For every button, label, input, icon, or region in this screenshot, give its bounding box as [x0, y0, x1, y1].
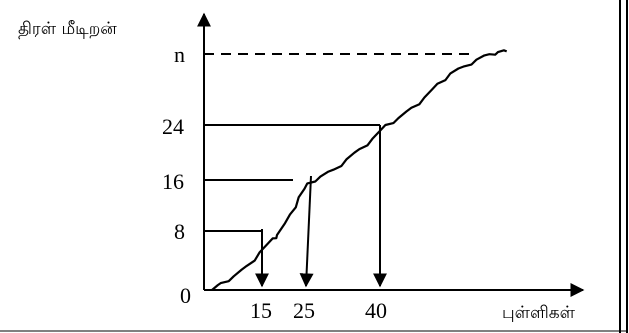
x-tick-label-40: 40	[365, 298, 387, 323]
y-tick-label-24: 24	[162, 114, 184, 139]
cumulative-frequency-curve	[211, 49, 508, 291]
y-tick-label-8: 8	[174, 219, 185, 244]
y-axis-label: திரள் மீடிறன்	[18, 19, 117, 39]
y-tick-label-n: n	[174, 42, 185, 67]
x-axis-label: புள்ளிகள்	[502, 303, 576, 323]
y-tick-label-16: 16	[162, 169, 184, 194]
origin-label: 0	[180, 283, 191, 308]
guide-arrow-25	[299, 175, 314, 288]
x-tick-label-25: 25	[293, 298, 315, 323]
x-tick-label-15: 15	[250, 298, 272, 323]
